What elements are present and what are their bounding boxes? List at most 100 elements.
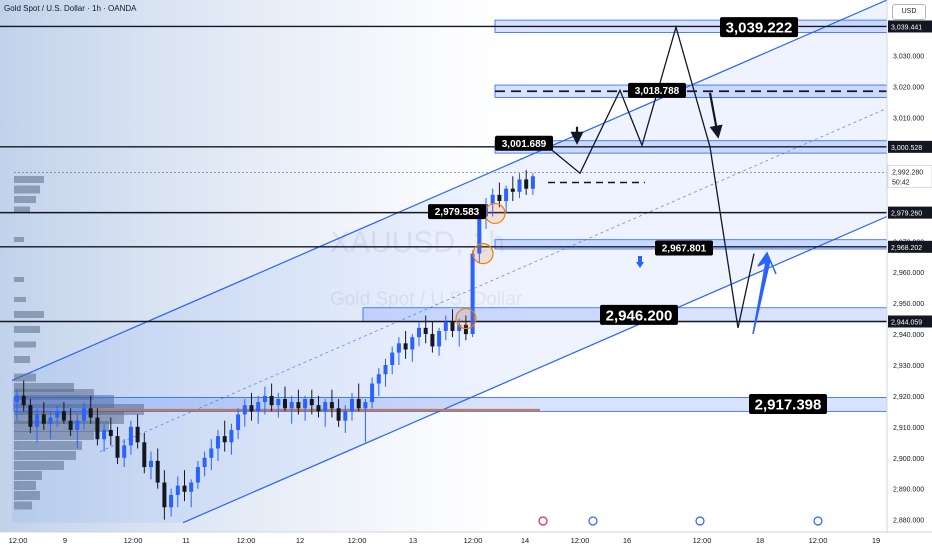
candle-body (195, 467, 200, 483)
candle-body (504, 188, 509, 202)
candle-body (189, 482, 194, 492)
price-annotation-box (428, 204, 486, 220)
candle-body (390, 352, 395, 365)
event-marker-icon (813, 516, 823, 526)
candle-body (28, 405, 33, 427)
candle-body (437, 330, 442, 347)
candle-body (309, 399, 314, 406)
candle-body (303, 399, 308, 409)
time-axis-label: 18 (756, 536, 764, 545)
price-axis-tick-label: 2,900.000 (893, 456, 924, 463)
price-axis-level-tag (888, 140, 932, 153)
candle-body (142, 442, 147, 468)
price-axis-level-tag (888, 206, 932, 219)
time-axis-label: 12:00 (571, 536, 590, 545)
price-axis-level-tag (888, 315, 932, 328)
price-annotation-box (628, 82, 686, 98)
price-axis-tick-label: 2,910.000 (893, 425, 924, 432)
candle-body (376, 374, 381, 384)
chart-title: Gold Spot / U.S. Dollar · 1h · OANDA (4, 4, 137, 13)
candle-body (430, 334, 435, 347)
price-axis-tick-label: 2,950.000 (893, 301, 924, 308)
candle-body (82, 408, 86, 421)
candle-body (329, 402, 334, 409)
price-annotation-label: 3,001.689 (502, 139, 547, 150)
candle-body (530, 176, 535, 189)
candle-body (524, 179, 529, 189)
volume-profile-bar (14, 491, 40, 500)
price-axis-tick-label: 3,010.000 (893, 116, 924, 123)
price-annotation-label: 2,917.398 (755, 396, 822, 413)
candle-body (497, 194, 502, 202)
price-annotation-box (655, 240, 713, 256)
price-axis-level-label: 2,944.059 (891, 319, 922, 326)
candle-body (343, 411, 348, 421)
time-axis-label: 16 (623, 536, 631, 545)
time-axis-label: 12:00 (9, 536, 28, 545)
time-axis-label: 11 (182, 536, 190, 545)
candle-body (356, 399, 361, 409)
candle-body (175, 485, 180, 495)
candle-body (423, 327, 428, 335)
watermark-symbol: XAUUSD, 1h (330, 226, 505, 259)
candle-body (21, 395, 26, 406)
volume-profile-bar (14, 404, 144, 415)
price-axis-level-label: 2,968.202 (891, 245, 922, 252)
candle-body (296, 402, 301, 409)
event-marker-icon (695, 516, 705, 526)
price-annotation-label: 3,039.222 (726, 20, 793, 37)
volume-profile-bar (14, 326, 40, 333)
candle-body (262, 395, 267, 403)
volume-profile-bar (14, 421, 109, 432)
ascending-channel-fill (12, 0, 887, 523)
candle-body (289, 402, 294, 409)
price-axis-tick-label: 2,890.000 (893, 487, 924, 494)
price-annotation-label: 2,967.801 (662, 244, 707, 255)
candle-body (403, 343, 408, 350)
candle-body (222, 436, 227, 443)
price-axis-level-tag (888, 20, 932, 33)
candle-body (242, 405, 247, 415)
volume-profile-bar (14, 451, 76, 460)
volume-profile-bar (14, 176, 44, 183)
candle-body (490, 194, 495, 205)
candle-body (48, 417, 53, 424)
projection-down-arrow (708, 92, 723, 139)
candle-body (457, 324, 462, 331)
channel-upper-line (11, 0, 888, 381)
candle-body (209, 448, 214, 458)
candle-body (336, 408, 341, 421)
price-annotation-box (720, 17, 798, 38)
candle-body (477, 216, 482, 254)
time-axis-label: 14 (521, 536, 529, 545)
volume-profile-bar (14, 206, 30, 213)
time-axis-label: 12:00 (237, 536, 256, 545)
candle-body (135, 426, 140, 443)
price-axis-tick-label: 3,030.000 (893, 54, 924, 61)
time-axis-label: 12:00 (348, 536, 367, 545)
volume-profile-bar (14, 471, 42, 480)
candle-body (350, 399, 354, 412)
candle-body (276, 399, 281, 406)
candle-body (95, 417, 100, 440)
volume-profile-bar (14, 389, 94, 400)
candle-body (510, 188, 515, 192)
candle-body (396, 343, 401, 353)
channel-mid-line (99, 107, 888, 452)
candle-body (269, 395, 274, 406)
event-marker-icon (538, 516, 548, 526)
candle-body (443, 321, 448, 331)
candle-body (115, 436, 120, 458)
volume-profile-bar (14, 441, 82, 450)
volume-profile-bar (14, 356, 30, 363)
currency-button[interactable]: USD (892, 4, 926, 20)
candle-body (182, 485, 187, 492)
candle-body (102, 429, 107, 440)
time-axis-label: 9 (63, 536, 67, 545)
candle-body (470, 253, 475, 335)
volume-profile-bar (14, 431, 94, 440)
candle-countdown-label: 50:42 (892, 179, 910, 186)
volume-profile-bar (14, 185, 40, 194)
price-annotation-box (495, 135, 553, 151)
